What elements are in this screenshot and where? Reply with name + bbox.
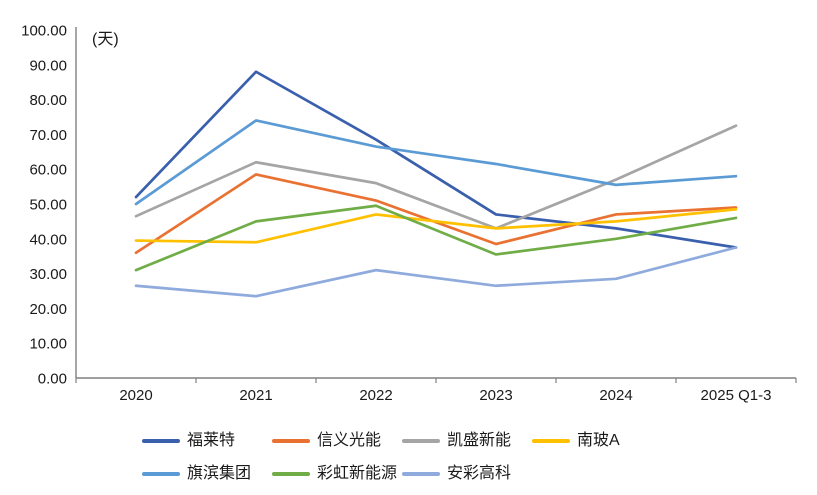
legend-marker-kaisheng — [402, 439, 440, 443]
legend-marker-fulaite — [142, 439, 180, 443]
x-tick-label: 2021 — [239, 387, 272, 404]
y-tick-label: 20.00 — [29, 301, 67, 318]
legend-item-ancai: 安彩高科 — [402, 463, 532, 485]
legend-item-xinyi: 信义光能 — [272, 430, 402, 452]
legend-marker-xinyi — [272, 439, 310, 443]
y-tick-label: 0.00 — [38, 371, 67, 388]
legend-item-qibin: 旗滨集团 — [142, 463, 272, 485]
legend-marker-ancai — [402, 472, 440, 476]
y-tick-label: 10.00 — [29, 336, 67, 353]
y-tick-label: 30.00 — [29, 266, 67, 283]
legend-label-fulaite: 福莱特 — [187, 432, 236, 449]
legend-item-caihong: 彩虹新能源 — [272, 463, 402, 485]
x-tick-label: 2023 — [479, 387, 512, 404]
legend-label-kaisheng: 凯盛新能 — [447, 432, 512, 449]
y-axis-unit-label: (天) — [92, 31, 119, 48]
legend-label-caihong: 彩虹新能源 — [317, 465, 398, 482]
legend-item-fulaite: 福莱特 — [142, 430, 272, 452]
series-line-nanboA — [134, 207, 738, 244]
chart-legend: 福莱特 信义光能 凯盛新能 南玻A 旗滨集团 彩虹新能源 — [142, 430, 662, 485]
legend-label-nanboA: 南玻A — [577, 432, 620, 449]
x-tick-label: 2020 — [119, 387, 152, 404]
y-tick-label: 70.00 — [29, 127, 67, 144]
series-line-ancai — [134, 246, 738, 298]
legend-marker-qibin — [142, 472, 180, 476]
legend-item-kaisheng: 凯盛新能 — [402, 430, 532, 452]
series-line-kaisheng — [134, 124, 738, 230]
legend-marker-nanboA — [532, 439, 570, 443]
series-line-fulaite — [134, 70, 738, 249]
legend-label-xinyi: 信义光能 — [317, 432, 382, 449]
y-tick-label: 40.00 — [29, 231, 67, 248]
y-tick-label: 100.00 — [21, 23, 67, 40]
series-line-qibin — [134, 119, 738, 206]
y-tick-label: 80.00 — [29, 92, 67, 109]
x-tick-label: 2022 — [359, 387, 392, 404]
legend-label-ancai: 安彩高科 — [447, 465, 512, 482]
legend-marker-caihong — [272, 472, 310, 476]
series-line-caihong — [134, 204, 738, 272]
chart-svg: 0.00 10.00 20.00 30.00 40.00 50.00 60.00 70.00 8… — [21, 23, 797, 404]
y-tick-label: 50.00 — [29, 197, 67, 214]
x-tick-label: 2024 — [599, 387, 632, 404]
legend-row-1: 福莱特 信义光能 凯盛新能 南玻A — [142, 430, 662, 452]
legend-item-nanboA: 南玻A — [532, 430, 662, 452]
legend-label-qibin: 旗滨集团 — [187, 465, 252, 482]
x-tick-label: 2025 Q1-3 — [701, 387, 772, 404]
legend-row-2: 旗滨集团 彩虹新能源 安彩高科 — [142, 463, 662, 485]
y-tick-label: 90.00 — [29, 57, 67, 74]
y-tick-label: 60.00 — [29, 162, 67, 179]
